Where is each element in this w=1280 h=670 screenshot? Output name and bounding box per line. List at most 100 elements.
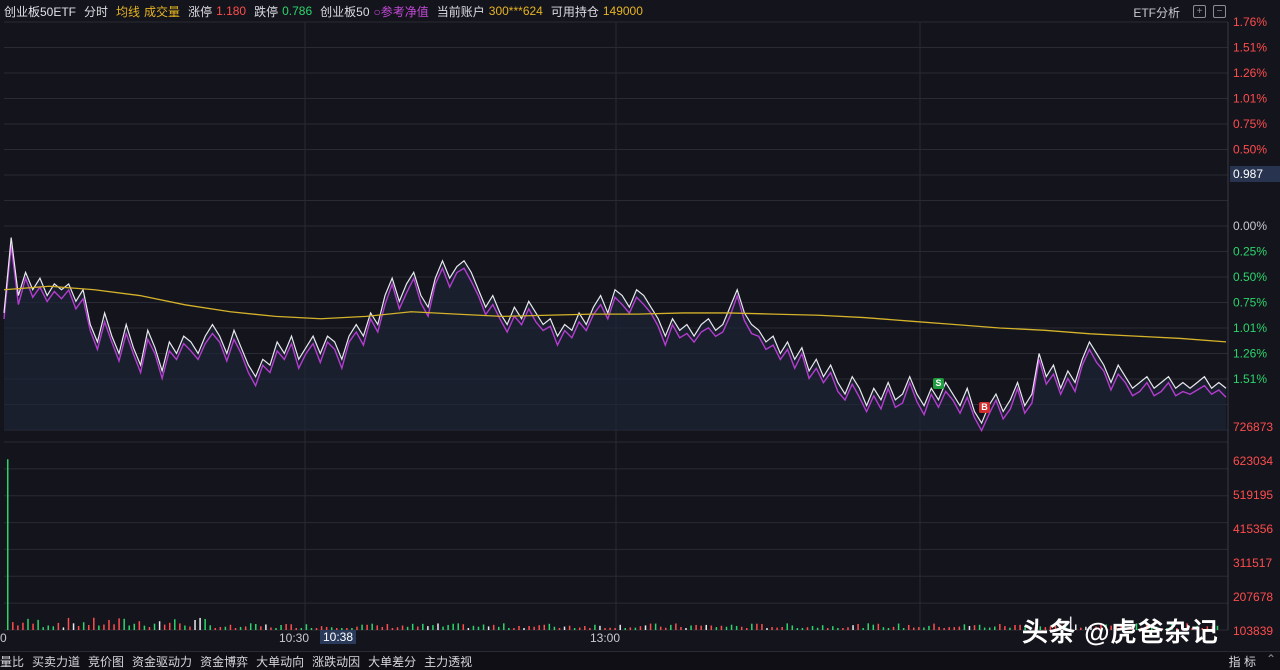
volume-bar bbox=[589, 628, 591, 630]
tab-fund-game[interactable]: 资金博弈 bbox=[200, 654, 249, 669]
volume-bar bbox=[219, 626, 222, 630]
indicator-button[interactable]: 指 标 bbox=[1228, 655, 1256, 669]
volume-bar bbox=[1161, 628, 1163, 630]
volume-axis-label: 207678 bbox=[1233, 590, 1273, 604]
volume-bar bbox=[7, 459, 9, 630]
security-title[interactable]: 创业板50ETF bbox=[4, 4, 77, 19]
sell-marker[interactable]: S bbox=[933, 378, 944, 389]
volume-bar bbox=[1166, 628, 1168, 630]
volume-bar bbox=[1074, 624, 1077, 630]
volume-bar bbox=[305, 624, 308, 630]
volume-bar bbox=[1150, 624, 1153, 630]
volume-bar bbox=[1181, 627, 1183, 630]
volume-bar bbox=[381, 626, 384, 630]
nav-ref-label[interactable]: ○参考净值 bbox=[373, 4, 429, 19]
volume-bar bbox=[1069, 616, 1072, 630]
volume-bar bbox=[123, 618, 125, 630]
chevron-up-icon[interactable]: ⌃ bbox=[1265, 652, 1276, 666]
volume-bar bbox=[543, 624, 546, 630]
tab-fund-drive[interactable]: 资金驱动力 bbox=[132, 654, 193, 669]
volume-label[interactable]: 成交量 bbox=[144, 4, 181, 19]
tab-main-force[interactable]: 主力透视 bbox=[424, 654, 473, 669]
volume-bar bbox=[862, 628, 864, 630]
volume-bars bbox=[7, 459, 1219, 630]
volume-bar bbox=[563, 626, 566, 630]
price-axis-label: 0.50% bbox=[1233, 143, 1267, 157]
volume-bar bbox=[396, 627, 399, 630]
etf-analysis-button[interactable]: ETF分析 bbox=[1133, 6, 1180, 20]
avg-line-label[interactable]: 均线 bbox=[116, 4, 141, 19]
volume-bar bbox=[42, 627, 44, 630]
price-axis-label: 0.75% bbox=[1233, 117, 1267, 131]
tab-rise-fall-cause[interactable]: 涨跌动因 bbox=[312, 654, 361, 669]
volume-bar bbox=[371, 623, 373, 630]
volume-bar bbox=[740, 626, 743, 630]
volume-bar bbox=[761, 624, 763, 630]
volume-bar bbox=[1171, 624, 1173, 630]
volume-bar bbox=[174, 619, 176, 630]
volume-bar bbox=[148, 626, 151, 630]
volume-bar bbox=[968, 626, 971, 630]
volume-bar bbox=[518, 625, 520, 630]
current-price-tag: 0.987 bbox=[1230, 166, 1280, 182]
price-area bbox=[4, 237, 1226, 430]
volume-bar bbox=[366, 624, 368, 630]
volume-bar bbox=[852, 625, 854, 630]
limit-up-label: 涨停 bbox=[188, 4, 213, 19]
volume-axis-label: 726873 bbox=[1233, 420, 1273, 434]
volume-bar bbox=[52, 626, 55, 630]
tab-volume-ratio[interactable]: 量比 bbox=[0, 654, 25, 669]
volume-bar bbox=[806, 627, 809, 630]
volume-bar bbox=[401, 625, 404, 630]
volume-bar bbox=[573, 628, 576, 630]
volume-bar bbox=[644, 625, 647, 630]
volume-bar bbox=[1216, 625, 1219, 630]
volume-bar bbox=[189, 626, 191, 630]
volume-bar bbox=[882, 627, 885, 630]
volume-bar bbox=[204, 619, 206, 630]
price-lines bbox=[3, 237, 1227, 433]
volume-bar bbox=[249, 623, 252, 630]
volume-bar bbox=[37, 619, 39, 630]
tab-big-order-diff[interactable]: 大单差分 bbox=[368, 654, 417, 669]
volume-bar bbox=[1009, 627, 1011, 630]
minus-box-icon[interactable]: − bbox=[1213, 5, 1226, 18]
mode-label[interactable]: 分时 bbox=[84, 4, 109, 19]
price-axis-label: 1.01% bbox=[1233, 92, 1267, 106]
volume-bar bbox=[98, 625, 100, 630]
volume-bar bbox=[892, 626, 895, 630]
buy-marker[interactable]: B bbox=[979, 402, 990, 413]
volume-bar bbox=[730, 624, 733, 630]
volume-bar bbox=[386, 623, 389, 630]
tab-buy-sell-force[interactable]: 买卖力道 bbox=[32, 654, 81, 669]
volume-bar bbox=[649, 623, 652, 630]
volume-bar bbox=[751, 623, 753, 630]
volume-bar bbox=[1191, 628, 1193, 630]
volume-bar bbox=[1201, 628, 1204, 630]
volume-bar bbox=[214, 628, 217, 630]
limit-up-value: 1.180 bbox=[216, 4, 247, 18]
volume-bar bbox=[538, 625, 540, 630]
volume-bar bbox=[199, 617, 201, 630]
volume-bar bbox=[320, 626, 323, 630]
volume-bar bbox=[143, 625, 146, 630]
volume-bar bbox=[923, 627, 925, 630]
volume-bar bbox=[62, 627, 65, 630]
volume-bar bbox=[341, 628, 343, 630]
volume-bar bbox=[816, 627, 819, 630]
volume-bar bbox=[1115, 625, 1117, 630]
plus-box-icon[interactable]: + bbox=[1193, 5, 1206, 18]
volume-bar bbox=[1064, 624, 1067, 630]
tab-big-order-trend[interactable]: 大单动向 bbox=[256, 654, 305, 669]
volume-bar bbox=[857, 623, 859, 630]
tab-auction[interactable]: 竞价图 bbox=[88, 654, 125, 669]
index-name[interactable]: 创业板50 bbox=[320, 4, 370, 19]
volume-bar bbox=[933, 623, 935, 630]
volume-bar bbox=[17, 625, 19, 630]
volume-bar bbox=[958, 626, 961, 630]
volume-bar bbox=[978, 624, 981, 630]
volume-bar bbox=[1034, 627, 1037, 630]
volume-bar bbox=[447, 624, 449, 630]
volume-bar bbox=[928, 625, 930, 630]
